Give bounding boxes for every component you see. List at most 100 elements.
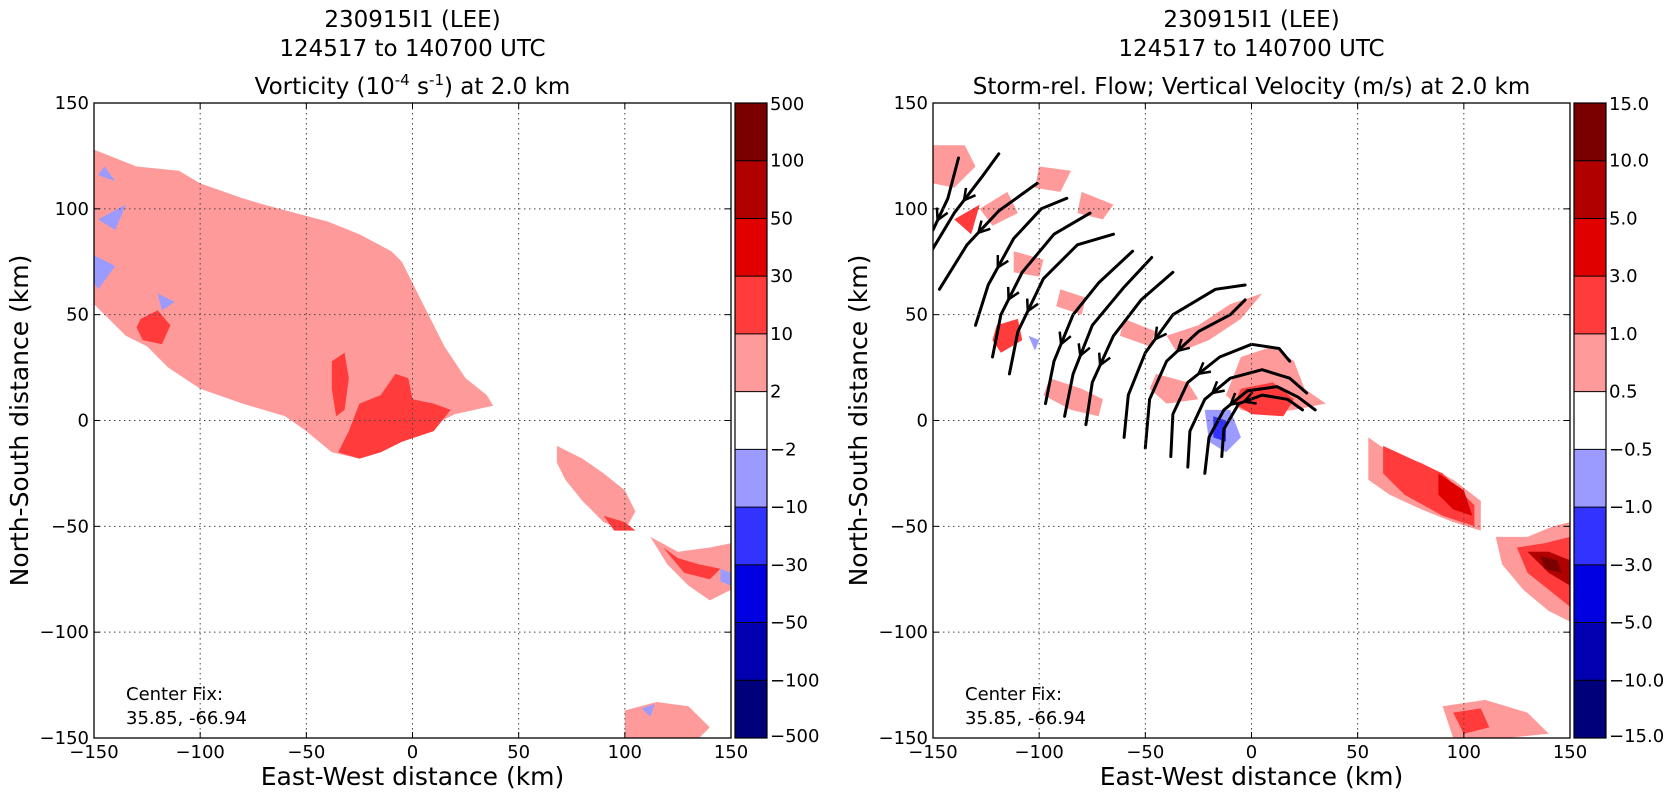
contour-region [1540, 556, 1562, 573]
y-tick-label: −100 [40, 622, 89, 643]
y-tick-label: 150 [55, 93, 89, 114]
chart-title-line1: 230915I1 (LEE) [1163, 7, 1339, 33]
colorbar: 500 100 50 30 10 2 −2 −10 −30 −50 −100 −500 [734, 94, 819, 747]
colorbar-tick-label: 50 [770, 208, 793, 229]
contour-region [331, 352, 349, 417]
streamline [991, 211, 1092, 359]
colorbar-swatch [1574, 449, 1606, 508]
x-tick-label: −100 [1014, 742, 1063, 763]
colorbar-tick-label: −0.5 [1609, 439, 1653, 460]
colorbar-tick-label: 10 [770, 324, 793, 345]
y-tick-label: 50 [66, 305, 89, 326]
chart-title-line3: Vorticity (10-4 s-1) at 2.0 km [255, 71, 571, 100]
colorbar-tick-label: −3.0 [1609, 555, 1653, 576]
title-segment: ) at 2.0 km [444, 74, 570, 100]
contour-region [136, 310, 171, 345]
colorbar-tick-label: −10.0 [1609, 670, 1664, 691]
chart-title-line3: Storm-rel. Flow; Vertical Velocity (m/s)… [973, 74, 1531, 100]
colorbar-swatch [1574, 218, 1606, 277]
colorbar-swatch [735, 507, 767, 566]
contour-region [663, 547, 721, 580]
streamline [974, 196, 1069, 327]
streamline-group [933, 152, 1317, 475]
colorbar-tick-label: −50 [770, 613, 808, 634]
chart-title-line1: 230915I1 (LEE) [324, 7, 500, 33]
x-axis-label: East-West distance (km) [1100, 762, 1404, 791]
colorbar-swatch [1574, 276, 1606, 335]
streamline [1169, 342, 1292, 458]
colorbar-tick-label: 15.0 [1609, 94, 1649, 115]
contour-fill-group [94, 149, 731, 738]
y-tick-label: 150 [894, 93, 928, 114]
contour-region [98, 166, 116, 182]
colorbar-tick-label: −500 [770, 726, 819, 747]
y-tick-label: −50 [51, 516, 89, 537]
contour-region [338, 373, 451, 459]
colorbar-tick-label: −100 [770, 670, 819, 691]
streamline [1063, 256, 1154, 418]
colorbar-swatch [1574, 680, 1606, 739]
colorbar-swatch [735, 391, 767, 450]
y-tick-label: −150 [879, 728, 928, 749]
streamline [1122, 283, 1247, 439]
x-tick-label: 50 [507, 742, 530, 763]
streamline-arrowhead [1006, 286, 1020, 302]
streamline [933, 152, 1001, 252]
center-fix-coordinates: 35.85, -66.94 [126, 708, 247, 729]
streamline [1203, 385, 1317, 475]
x-tick-label: 0 [407, 742, 418, 763]
y-tick-label: 0 [78, 411, 89, 432]
contour-region [556, 445, 636, 531]
center-fix-label: Center Fix: [126, 684, 223, 705]
contour-region [641, 704, 655, 717]
colorbar-tick-label: 5.0 [1609, 208, 1638, 229]
colorbar-swatch [735, 160, 767, 219]
contour-region [933, 145, 976, 188]
contour-region [1028, 335, 1040, 351]
colorbar-tick-label: 3.0 [1609, 266, 1638, 287]
title-segment: -1 [429, 71, 444, 89]
contour-region [1077, 191, 1114, 220]
y-tick-label: 100 [55, 199, 89, 220]
colorbar-frame [734, 102, 768, 739]
colorbar-swatch [1574, 564, 1606, 624]
colorbar-tick-label: −2 [770, 439, 797, 460]
streamline-arrowhead [1025, 298, 1039, 314]
panel-vorticity: −150 −100 −50 0 50 100 150150100500−50−100−150… [5, 7, 819, 791]
colorbar-tick-label: 30 [770, 266, 793, 287]
x-tick-label: 0 [1246, 742, 1257, 763]
title-segment: -4 [395, 71, 410, 89]
contour-region [98, 204, 126, 230]
x-tick-label: −150 [908, 742, 957, 763]
colorbar-swatch [735, 276, 767, 335]
axis-ticks: −150 −100 −50 0 50 100 150 150 100 50 0 −50 −100 −150 [879, 93, 1588, 763]
colorbar-tick-label: −5.0 [1609, 613, 1653, 634]
x-tick-label: 150 [1553, 742, 1587, 763]
colorbar-swatch [1574, 622, 1606, 681]
colorbar-tick-label: −10 [770, 497, 808, 518]
streamline [1186, 368, 1309, 469]
y-tick-label: 0 [917, 411, 928, 432]
streamline [1084, 270, 1175, 427]
y-axis-label: North-South distance (km) [5, 255, 34, 587]
colorbar: 15.0 10.0 5.0 3.0 1.0 0.5 −0.5 −1.0 −3.0 −5.0 −10.… [1573, 94, 1664, 747]
colorbar-tick-label: 100 [770, 151, 804, 172]
colorbar-tick-label: −30 [770, 555, 808, 576]
streamline [1143, 298, 1247, 450]
x-axis-label: East-West distance (km) [261, 762, 565, 791]
x-tick-label: 150 [714, 742, 748, 763]
colorbar-swatch [735, 449, 767, 508]
colorbar-swatch [1574, 391, 1606, 450]
y-tick-label: 100 [894, 199, 928, 220]
colorbar-swatch [1574, 160, 1606, 219]
center-fix-label: Center Fix: [965, 684, 1062, 705]
colorbar-tick-label: −15.0 [1609, 726, 1664, 747]
streamline-arrowhead [1210, 380, 1225, 395]
colorbar-frame [1573, 102, 1607, 739]
streamline-arrowhead [1241, 391, 1257, 405]
x-tick-label: −50 [287, 742, 325, 763]
streamline [1007, 232, 1115, 376]
contour-region [720, 568, 731, 586]
streamline [937, 181, 1039, 291]
